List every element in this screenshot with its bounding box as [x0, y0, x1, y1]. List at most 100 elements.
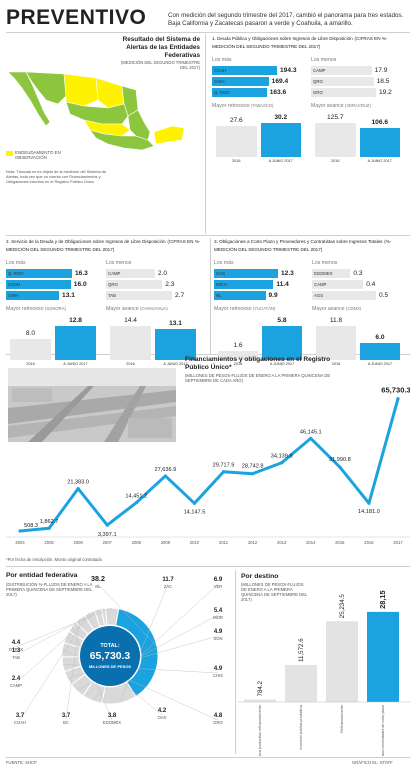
line-tick-label: 2012 — [248, 540, 258, 545]
worst-value: 12.3 — [281, 270, 294, 277]
panel-title-text: 3. Obligaciones a Corto Plazo y Proveedo… — [214, 239, 383, 244]
pie-value-label: 4.9 — [214, 629, 223, 635]
pie-total-unit: MILLONES DE PESOS — [89, 664, 132, 669]
line-point — [163, 474, 167, 478]
map-chihuahua — [63, 73, 99, 107]
worst-bar — [212, 77, 269, 86]
best-bar — [312, 291, 376, 300]
line-tick-label: 2014 — [306, 540, 316, 545]
pie-category-label: CHIS — [213, 673, 223, 678]
adv-bar-v2016 — [315, 123, 356, 157]
line-tick-label: 2008 — [132, 540, 142, 545]
line-point — [221, 470, 226, 474]
adv-value-v2016: 125.7 — [326, 114, 344, 121]
adv-bar-v2017 — [155, 329, 196, 360]
map-baja-california — [7, 71, 51, 127]
dest-bar — [244, 699, 276, 702]
best-bar — [311, 66, 372, 75]
retro-state: (SONORA) — [44, 306, 66, 311]
retro-value-v2017: 30.2 — [274, 114, 288, 121]
worst-value: 16.3 — [75, 270, 88, 277]
worst-bar — [212, 66, 277, 75]
adv-year-v2017: A JUNIO 2017 — [367, 362, 393, 366]
worst-state: COAH — [214, 68, 227, 73]
line-data-label: 27,636.9 — [154, 467, 176, 473]
retro-label-text: Mayor retroceso — [6, 306, 44, 312]
pie-value-label: 3.8 — [108, 713, 117, 719]
retro-label: Mayor retroceso (YUCATÁN) — [214, 306, 275, 312]
line-point — [76, 487, 80, 491]
worst-bar — [212, 88, 267, 97]
pie-category-label: MOR — [213, 615, 223, 620]
adv-label-text: Mayor avance — [312, 306, 345, 312]
worst-bar — [214, 280, 274, 289]
dest-category-label: Inversión pública productiva — [299, 705, 303, 750]
dest-bar — [367, 611, 399, 702]
adv-label: Mayor avance (VERACRUZ) — [311, 103, 371, 109]
line-data-label: 508.3 — [24, 523, 38, 529]
pie-leader — [15, 607, 113, 648]
dest-value-label: 28,159.0 — [378, 590, 387, 609]
page-title: PREVENTIVO — [6, 6, 147, 29]
line-point — [367, 501, 371, 505]
adv-year-v2016: 2016 — [126, 362, 135, 366]
map-yucatan — [153, 125, 185, 145]
line-tick-label: 2007 — [103, 540, 113, 545]
adv-state: (CDMX) — [346, 306, 362, 311]
line-point — [105, 523, 109, 527]
worst-value: 11.4 — [276, 281, 289, 288]
line-point — [134, 501, 138, 505]
best-state: CAMP — [314, 282, 327, 287]
line-data-label: 1,862.7 — [40, 519, 59, 525]
pie-category-label: TAB — [12, 655, 20, 660]
adv-value-v2016: 14.4 — [124, 317, 137, 324]
best-value: 18.5 — [376, 78, 390, 85]
footer-credit: GRÁFICO EL: STAFF — [352, 760, 393, 765]
best-bar — [106, 291, 172, 300]
pie-title: Por entidad federativa — [6, 572, 78, 579]
worst-state: OAX — [216, 271, 226, 276]
dest-category-label: Refinanciamiento — [340, 705, 344, 733]
retro-bar-v2016 — [218, 350, 258, 360]
retro-value-v2016: 8.0 — [25, 329, 36, 337]
pie-subtitle: (DISTRIBUCIÓN %-FLUJOS DE ENERO A LA PRI… — [6, 582, 93, 597]
worst-value: 16.0 — [73, 281, 87, 288]
best-value: 2.0 — [157, 270, 168, 277]
adv-value-v2017: 6.0 — [375, 333, 385, 341]
map-gulf — [127, 109, 151, 141]
adv-bar-v2017 — [359, 128, 400, 157]
line-tick-label: 2013 — [277, 540, 287, 545]
pie-value-label: 4.8 — [214, 713, 223, 719]
retro-year-v2016: 2016 — [233, 362, 243, 366]
dest-bar-chart: 784.2 Inversión pública productiva-refina… — [238, 590, 410, 756]
adv-state: (CHIHUAHUA) — [140, 306, 168, 311]
mexico-map — [7, 71, 185, 151]
best-value: 2.3 — [165, 281, 175, 288]
worst-value: 13.1 — [62, 292, 75, 299]
best-state: AGS — [314, 293, 324, 298]
adv-bar-v2016 — [316, 326, 356, 360]
panel-title: 3. Obligaciones a Corto Plazo y Proveedo… — [214, 238, 410, 254]
line-point — [309, 436, 313, 440]
pie-center — [80, 626, 140, 686]
worst-state: COAH — [8, 282, 21, 287]
worst-bar — [6, 269, 72, 278]
retro-year-v2017: A JUNIO 2017 — [268, 159, 293, 163]
worst-state: CHIH — [8, 293, 19, 298]
retro-bar-v2017 — [260, 123, 301, 157]
retro-state: (TABASCO) — [250, 103, 274, 108]
pie-total-value: 65,730.3 — [90, 651, 131, 662]
line-point — [396, 397, 400, 401]
pie-category-label: BC — [63, 720, 69, 725]
retro-bar-v2016 — [216, 125, 257, 157]
pie-leader — [15, 608, 104, 656]
worst-bar — [6, 280, 71, 289]
pie-category-label: CAMP — [10, 683, 22, 688]
line-data-label: 29,717.9 — [213, 463, 235, 469]
pie-value-label: 4.2 — [158, 708, 167, 714]
line-data-label: 14,147.5 — [184, 509, 206, 515]
pie-category-label: GRO — [213, 720, 223, 725]
best-value: 0.3 — [353, 270, 363, 277]
dest-value-label: 784.2 — [257, 680, 264, 696]
pie-value-label: 4.4 — [12, 640, 21, 646]
